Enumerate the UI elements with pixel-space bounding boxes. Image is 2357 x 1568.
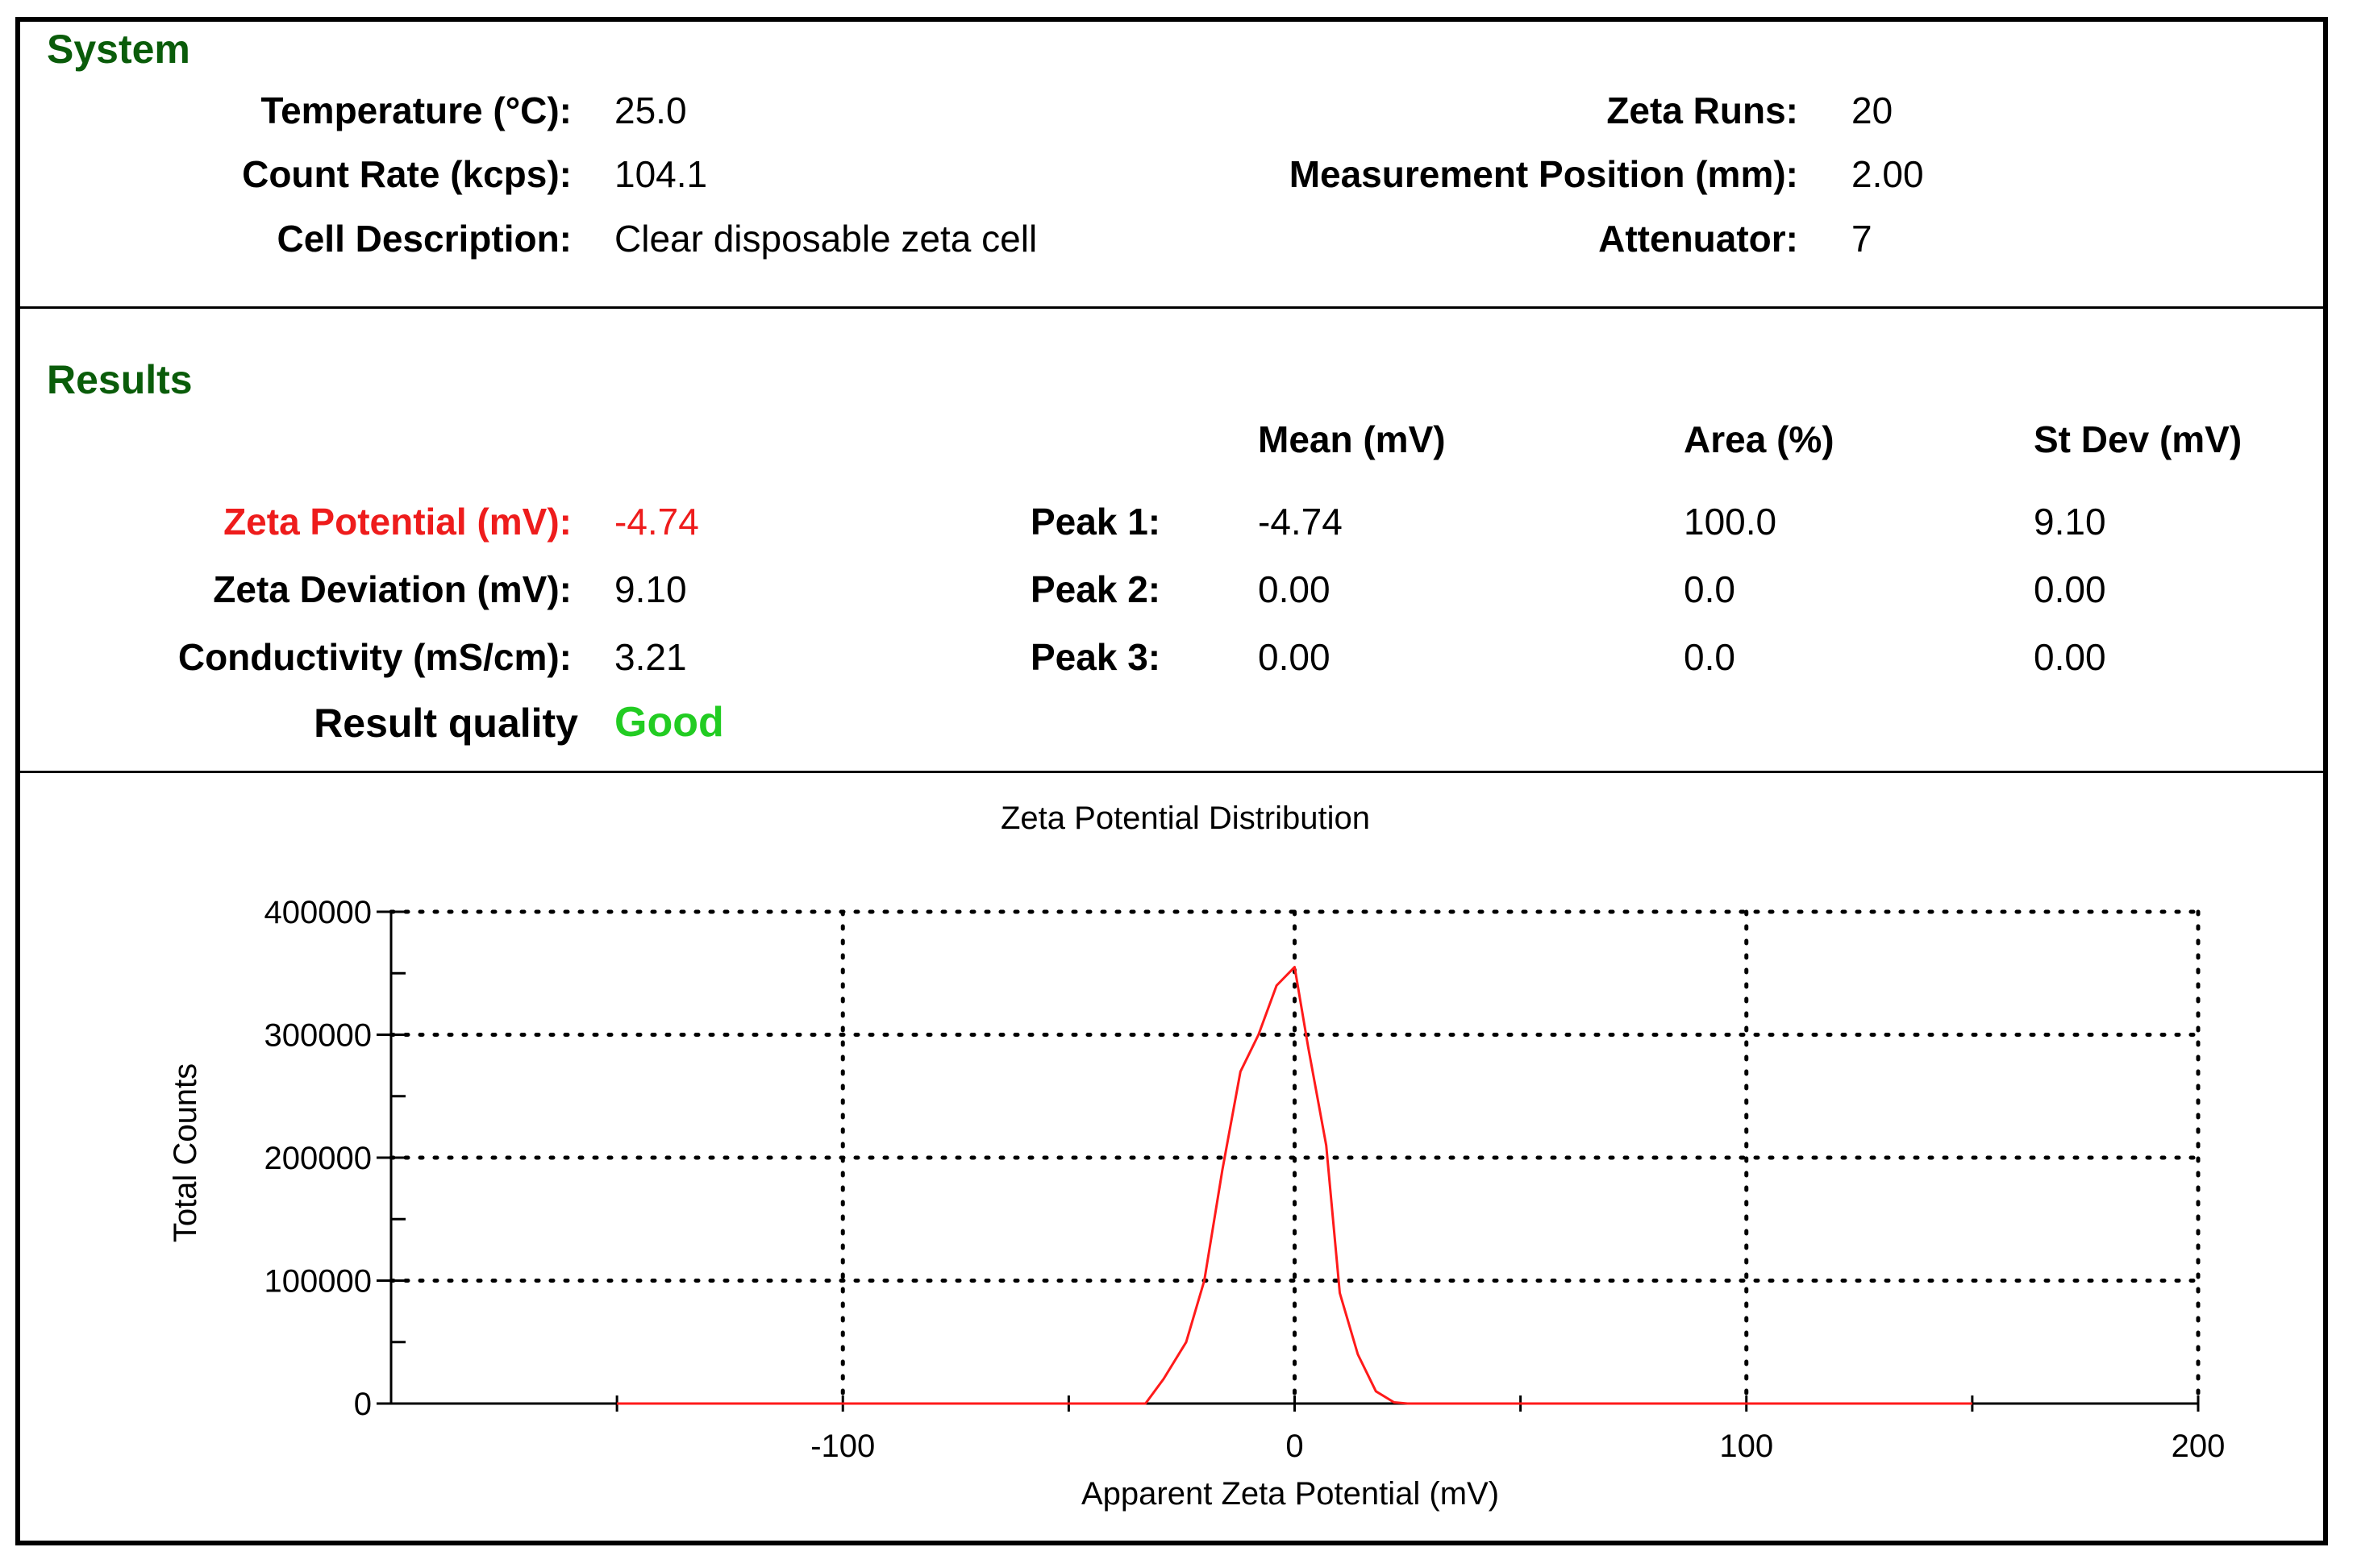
peak-2-stdev: 0.00 [2034,568,2106,610]
peak-2-mean: 0.00 [1258,568,1330,610]
result-quality-label: Result quality [314,701,578,746]
temperature-value: 25.0 [614,89,687,131]
peak-3-stdev: 0.00 [2034,636,2106,678]
mean-column-header: Mean (mV) [1258,418,1446,460]
result-quality-value: Good [614,699,724,746]
zeta-deviation-value: 9.10 [614,568,687,610]
y-tick-label: 100000 [264,1264,372,1300]
y-axis-label: Total Counts [168,1063,203,1242]
peak-3-mean: 0.00 [1258,636,1330,678]
peak-2-area: 0.0 [1684,568,1735,610]
peak-1-area: 100.0 [1684,501,1777,543]
measurement-position-label: Measurement Position (mm): [1289,153,1798,195]
distribution-series-line [617,966,1972,1405]
attenuator-value: 7 [1851,218,1872,260]
section-divider [20,771,2323,773]
stdev-column-header: St Dev (mV) [2034,418,2242,460]
peak-1-label: Peak 1: [1031,501,1161,543]
x-tick-label: -100 [810,1429,875,1464]
attenuator-label: Attenuator: [1598,218,1798,260]
conductivity-value: 3.21 [614,636,687,678]
peak-2-label: Peak 2: [1031,568,1161,610]
measurement-position-value: 2.00 [1851,153,1924,195]
zeta-potential-label: Zeta Potential (mV): [223,501,572,543]
chart-title: Zeta Potential Distribution [1001,801,1370,836]
report-frame [15,17,2328,1545]
x-tick-label: 100 [1719,1429,1773,1464]
count-rate-value: 104.1 [614,153,708,195]
temperature-label: Temperature (°C): [260,89,572,131]
area-column-header: Area (%) [1684,418,1834,460]
zeta-deviation-label: Zeta Deviation (mV): [213,568,572,610]
cell-description-label: Cell Description: [277,218,572,260]
peak-1-stdev: 9.10 [2034,501,2106,543]
system-section-title: System [47,27,190,72]
x-tick-label: 0 [1285,1429,1303,1464]
section-divider [20,306,2323,309]
peak-3-label: Peak 3: [1031,636,1161,678]
peak-3-area: 0.0 [1684,636,1735,678]
results-section-title: Results [47,357,193,402]
y-tick-label: 0 [354,1387,372,1422]
zeta-potential-value: -4.74 [614,501,699,543]
peak-1-mean: -4.74 [1258,501,1343,543]
conductivity-label: Conductivity (mS/cm): [177,636,572,678]
zeta-runs-label: Zeta Runs: [1606,89,1798,131]
cell-description-value: Clear disposable zeta cell [614,218,1038,260]
x-axis-label: Apparent Zeta Potential (mV) [1081,1476,1499,1512]
y-tick-label: 300000 [264,1018,372,1054]
zeta-runs-value: 20 [1851,89,1893,131]
x-tick-label: 200 [2172,1429,2226,1464]
y-tick-label: 200000 [264,1141,372,1176]
count-rate-label: Count Rate (kcps): [242,153,572,195]
y-tick-label: 400000 [264,895,372,930]
